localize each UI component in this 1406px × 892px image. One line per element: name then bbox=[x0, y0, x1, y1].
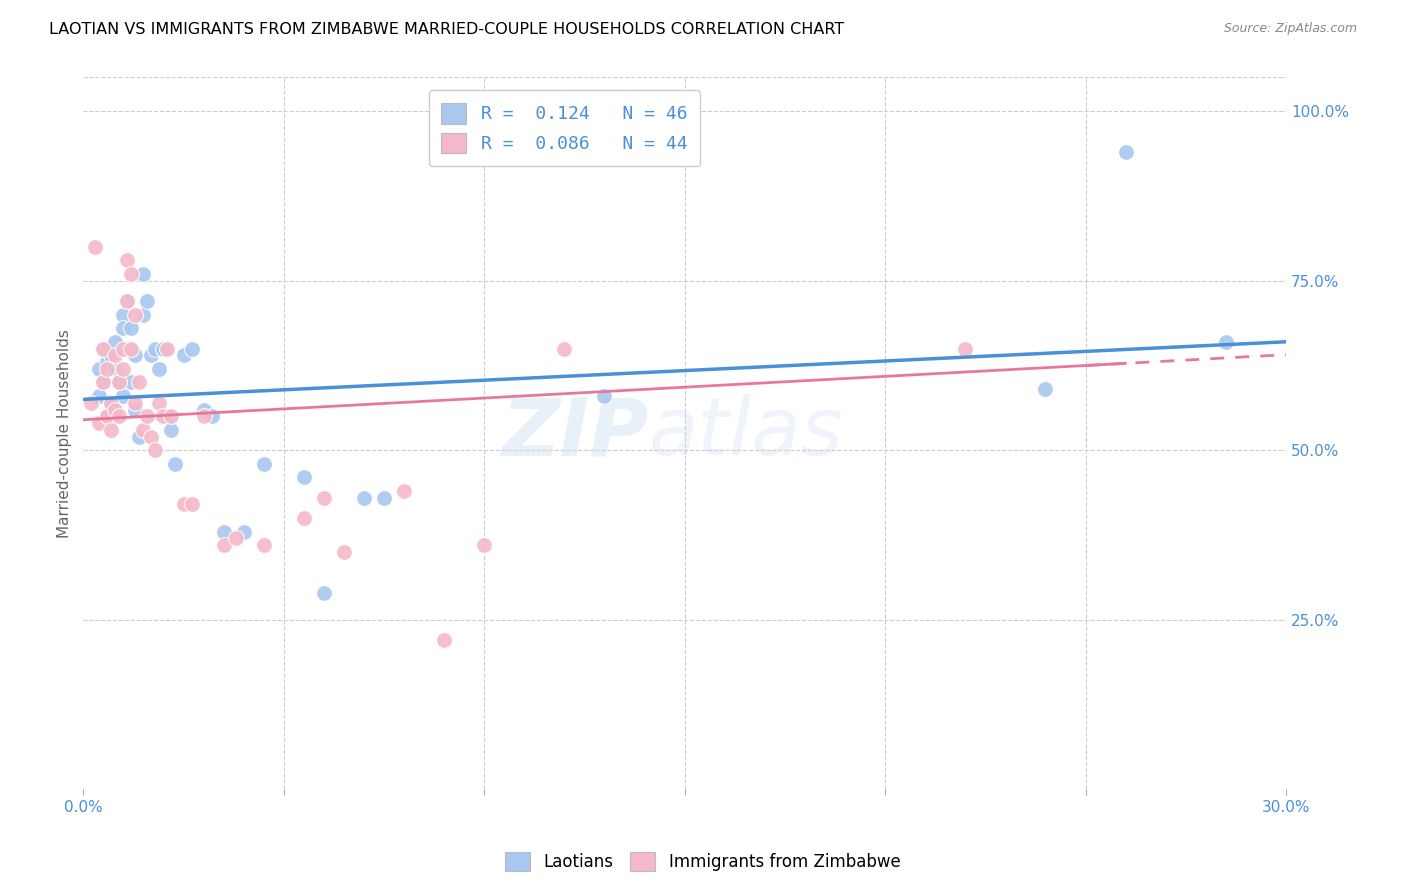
Point bbox=[132, 423, 155, 437]
Point bbox=[124, 308, 146, 322]
Point bbox=[193, 402, 215, 417]
Point bbox=[212, 524, 235, 539]
Point bbox=[136, 409, 159, 424]
Point bbox=[160, 409, 183, 424]
Point bbox=[104, 362, 127, 376]
Point bbox=[117, 253, 139, 268]
Point bbox=[96, 409, 118, 424]
Point bbox=[112, 308, 135, 322]
Point bbox=[156, 342, 179, 356]
Point bbox=[433, 633, 456, 648]
Point bbox=[96, 409, 118, 424]
Y-axis label: Married-couple Households: Married-couple Households bbox=[58, 329, 72, 538]
Point bbox=[1035, 382, 1057, 396]
Point bbox=[148, 396, 170, 410]
Point bbox=[100, 396, 122, 410]
Text: atlas: atlas bbox=[648, 394, 844, 472]
Point bbox=[141, 348, 163, 362]
Point bbox=[108, 376, 131, 390]
Point bbox=[128, 376, 150, 390]
Point bbox=[141, 430, 163, 444]
Point bbox=[91, 376, 114, 390]
Point bbox=[148, 362, 170, 376]
Point bbox=[180, 342, 202, 356]
Point bbox=[180, 498, 202, 512]
Point bbox=[104, 402, 127, 417]
Point bbox=[225, 532, 247, 546]
Text: ZIP: ZIP bbox=[501, 394, 648, 472]
Point bbox=[89, 362, 111, 376]
Point bbox=[292, 511, 315, 525]
Point bbox=[156, 409, 179, 424]
Point bbox=[200, 409, 222, 424]
Point bbox=[120, 267, 142, 281]
Point bbox=[89, 389, 111, 403]
Point bbox=[117, 294, 139, 309]
Point bbox=[132, 308, 155, 322]
Point bbox=[955, 342, 977, 356]
Point bbox=[312, 491, 335, 505]
Point bbox=[132, 267, 155, 281]
Point bbox=[593, 389, 616, 403]
Point bbox=[117, 342, 139, 356]
Point bbox=[91, 342, 114, 356]
Point bbox=[100, 396, 122, 410]
Legend: Laotians, Immigrants from Zimbabwe: Laotians, Immigrants from Zimbabwe bbox=[498, 843, 908, 880]
Point bbox=[108, 376, 131, 390]
Point bbox=[124, 348, 146, 362]
Point bbox=[253, 457, 276, 471]
Point bbox=[104, 334, 127, 349]
Point bbox=[112, 389, 135, 403]
Point bbox=[136, 294, 159, 309]
Point bbox=[80, 396, 103, 410]
Point bbox=[165, 457, 187, 471]
Point bbox=[96, 362, 118, 376]
Point bbox=[312, 585, 335, 599]
Point bbox=[152, 409, 174, 424]
Point bbox=[117, 294, 139, 309]
Point bbox=[112, 342, 135, 356]
Point bbox=[253, 538, 276, 552]
Point bbox=[91, 376, 114, 390]
Point bbox=[1215, 334, 1237, 349]
Point bbox=[96, 355, 118, 369]
Point bbox=[333, 545, 356, 559]
Point bbox=[91, 342, 114, 356]
Point bbox=[112, 362, 135, 376]
Point bbox=[145, 342, 167, 356]
Point bbox=[160, 423, 183, 437]
Point bbox=[232, 524, 254, 539]
Point bbox=[152, 342, 174, 356]
Point bbox=[472, 538, 495, 552]
Point bbox=[292, 470, 315, 484]
Point bbox=[124, 402, 146, 417]
Point bbox=[193, 409, 215, 424]
Point bbox=[100, 423, 122, 437]
Point bbox=[84, 240, 107, 254]
Text: LAOTIAN VS IMMIGRANTS FROM ZIMBABWE MARRIED-COUPLE HOUSEHOLDS CORRELATION CHART: LAOTIAN VS IMMIGRANTS FROM ZIMBABWE MARR… bbox=[49, 22, 845, 37]
Point bbox=[112, 321, 135, 335]
Point bbox=[108, 409, 131, 424]
Point bbox=[145, 443, 167, 458]
Point bbox=[353, 491, 375, 505]
Point bbox=[124, 396, 146, 410]
Point bbox=[104, 348, 127, 362]
Point bbox=[120, 342, 142, 356]
Point bbox=[120, 376, 142, 390]
Point bbox=[392, 483, 415, 498]
Point bbox=[173, 348, 195, 362]
Point bbox=[173, 498, 195, 512]
Point bbox=[120, 321, 142, 335]
Point bbox=[373, 491, 395, 505]
Point bbox=[100, 348, 122, 362]
Point bbox=[128, 430, 150, 444]
Point bbox=[212, 538, 235, 552]
Text: Source: ZipAtlas.com: Source: ZipAtlas.com bbox=[1223, 22, 1357, 36]
Point bbox=[89, 416, 111, 430]
Legend: R =  0.124   N = 46, R =  0.086   N = 44: R = 0.124 N = 46, R = 0.086 N = 44 bbox=[429, 90, 700, 166]
Point bbox=[1115, 145, 1137, 159]
Point bbox=[553, 342, 575, 356]
